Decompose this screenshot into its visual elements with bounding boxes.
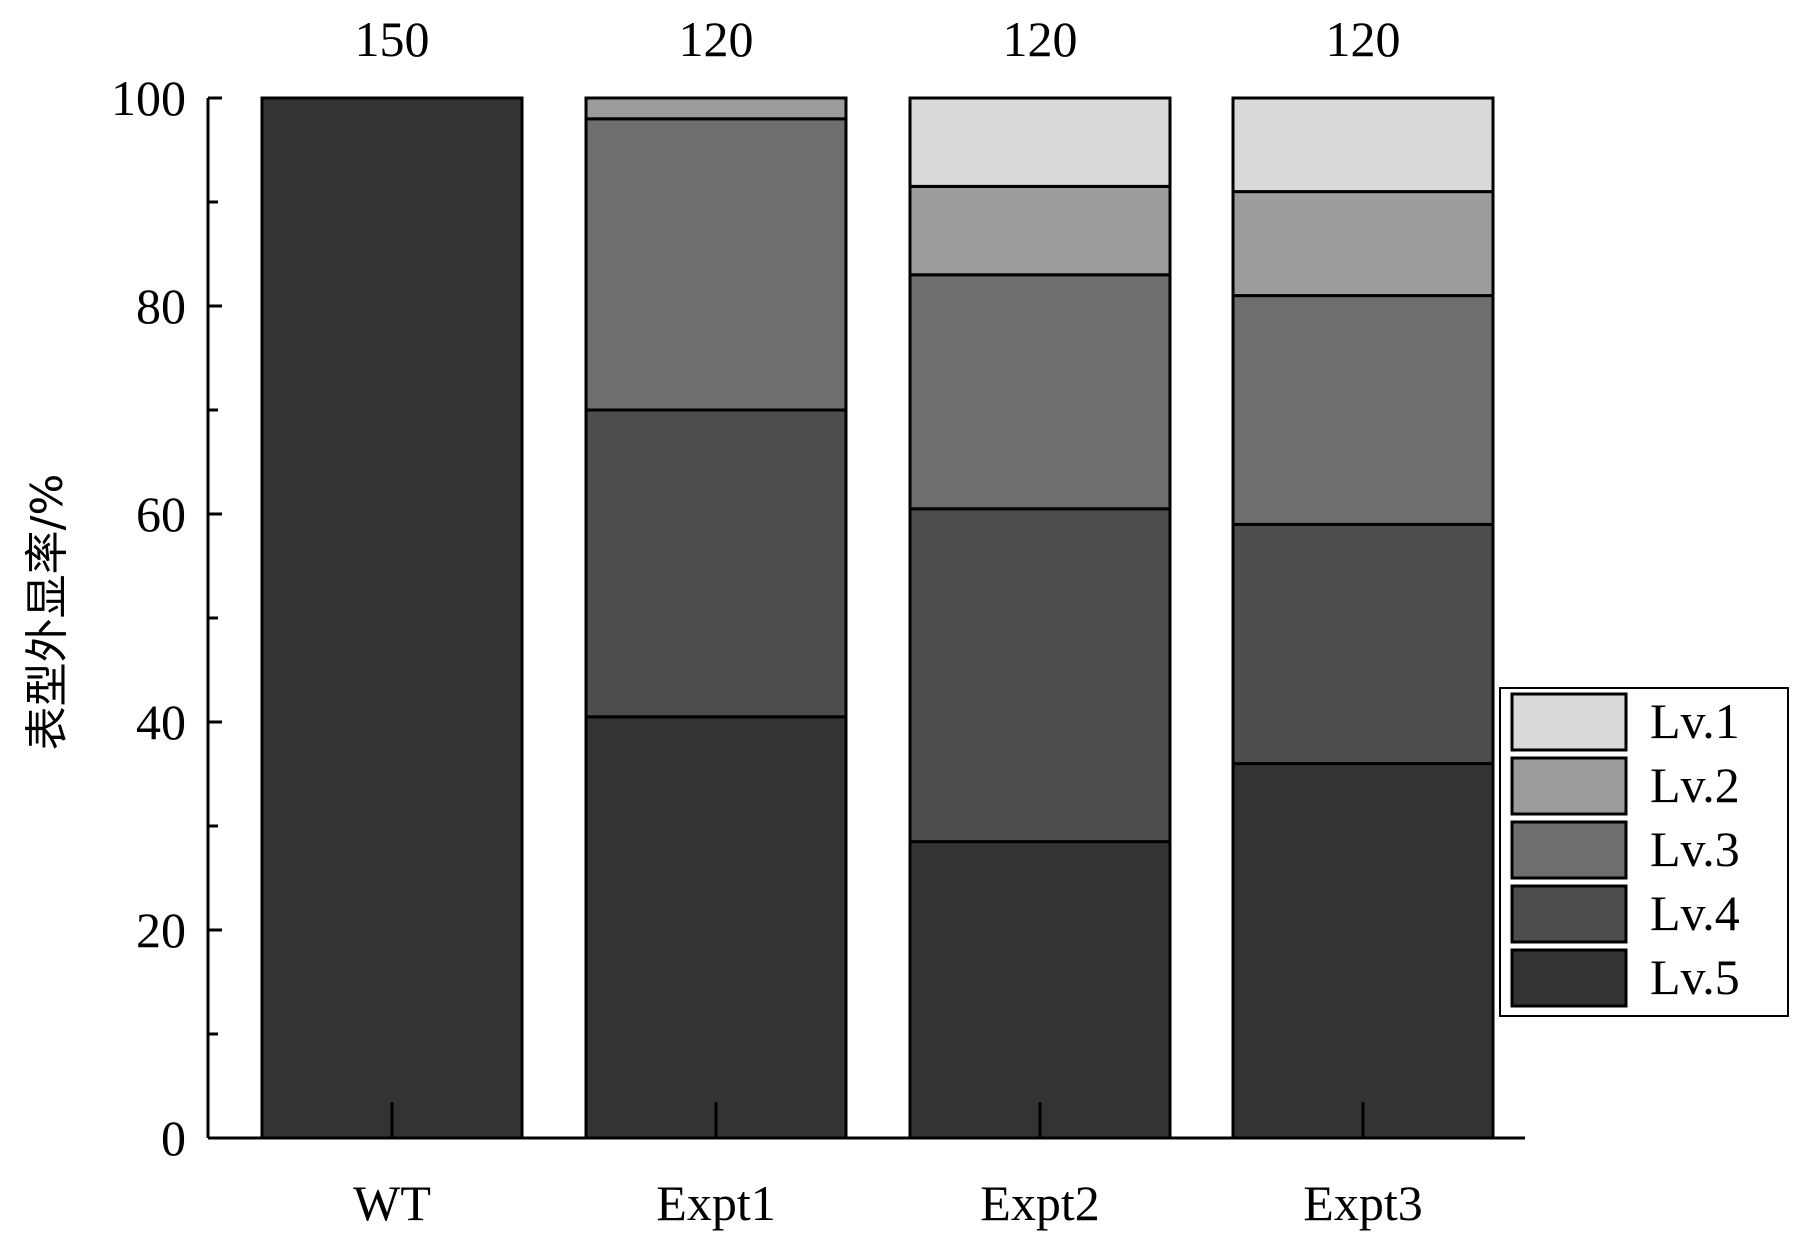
bar-count-label: 120 (679, 11, 754, 67)
bar-segment-wt-lv5 (260, 96, 524, 1140)
bar-count-label: 120 (1003, 11, 1078, 67)
y-tick-label: 20 (136, 902, 186, 958)
y-tick-label: 40 (136, 694, 186, 750)
bar-count-label: 150 (355, 11, 430, 67)
bar-segment-expt3-lv5 (1231, 762, 1495, 1140)
legend-label-lv2: Lv.2 (1650, 757, 1740, 813)
y-axis-title-group: 表型外显率/% (22, 474, 73, 751)
y-tick-label: 60 (136, 486, 186, 542)
bars-group (260, 96, 1495, 1140)
bar-segment-expt1-lv4 (584, 408, 848, 719)
bar-segment-expt2-lv1 (908, 96, 1172, 188)
bar-segment-expt1-lv2 (584, 96, 848, 121)
x-tick-label: Expt2 (980, 1175, 1099, 1231)
x-tick-label: Expt3 (1303, 1175, 1422, 1231)
bar-segment-expt1-lv5 (584, 715, 848, 1140)
y-tick-label: 100 (111, 70, 186, 126)
legend: Lv.1 Lv.2 Lv.3 Lv.4 Lv.5 (1499, 687, 1789, 1017)
bar-segment-expt1-lv3 (584, 117, 848, 412)
bar-segment-expt3-lv3 (1231, 294, 1495, 526)
y-tick-label: 0 (161, 1110, 186, 1166)
x-tick-label: WT (353, 1175, 431, 1231)
legend-swatch-lv2 (1510, 756, 1628, 816)
legend-swatch-lv4 (1510, 884, 1628, 944)
bar-segment-expt2-lv5 (908, 840, 1172, 1140)
legend-label-lv3: Lv.3 (1650, 821, 1740, 877)
legend-swatch-lv5 (1510, 948, 1628, 1008)
bar-segment-expt2-lv4 (908, 507, 1172, 844)
bar-segment-expt3-lv4 (1231, 522, 1495, 766)
bar-segment-expt2-lv2 (908, 184, 1172, 277)
axes-group: WT 150 Expt1 120 Expt2 120 Expt3 120 0 20 40 60 80 10… (111, 11, 1525, 1231)
y-axis-title: 表型外显率/% (22, 474, 73, 751)
x-tick-label: Expt1 (656, 1175, 775, 1231)
bar-segment-expt3-lv1 (1231, 96, 1495, 194)
y-tick-label: 80 (136, 278, 186, 334)
legend-swatch-lv3 (1510, 820, 1628, 880)
legend-label-lv5: Lv.5 (1650, 949, 1740, 1005)
legend-label-lv1: Lv.1 (1650, 693, 1740, 749)
legend-swatch-lv1 (1510, 692, 1628, 752)
bar-count-label: 120 (1326, 11, 1401, 67)
legend-label-lv4: Lv.4 (1650, 885, 1740, 941)
bar-segment-expt3-lv2 (1231, 190, 1495, 298)
bar-segment-expt2-lv3 (908, 273, 1172, 511)
